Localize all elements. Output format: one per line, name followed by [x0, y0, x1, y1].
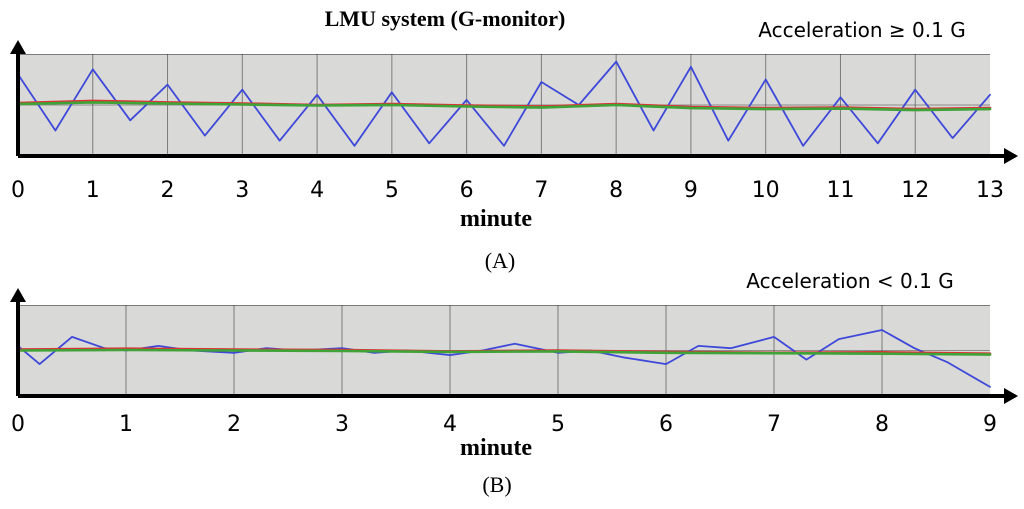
panel-a-x-axis-arrowhead — [1004, 148, 1018, 164]
panel-b-x-tick-label-1: 1 — [119, 412, 133, 437]
panel-b-x-tick-label-4: 4 — [443, 412, 457, 437]
panel-a-label: (A) — [485, 248, 516, 273]
panel-a-x-tick-label-3: 3 — [235, 178, 249, 203]
panel-b-annotation: Acceleration < 0.1 G — [746, 269, 953, 293]
panel-a-series-line-2 — [16, 101, 992, 112]
panel-b-x-tick-label-0: 0 — [11, 412, 25, 437]
panel-a-x-tick-label-0: 0 — [11, 178, 25, 203]
panel-b-x-tick-label-6: 6 — [659, 412, 673, 437]
panel-a-chart: 0 1 2 3 4 5 6 7 8 9 10 11 12 13 — [10, 40, 1018, 203]
panel-a-x-tick-label-5: 5 — [385, 178, 399, 203]
panel-b-x-axis-label: minute — [460, 435, 532, 461]
panel-a-x-tick-label-8: 8 — [609, 178, 623, 203]
panel-a-y-axis-arrowhead — [10, 40, 26, 54]
panel-a-x-tick-label-4: 4 — [310, 178, 324, 203]
panel-b-x-tick-label-3: 3 — [335, 412, 349, 437]
panel-b-x-tick-label-8: 8 — [875, 412, 889, 437]
panel-a-x-axis-label: minute — [460, 206, 532, 232]
panel-b-y-axis-arrowhead — [10, 288, 26, 302]
panel-b-x-axis-arrowhead — [1004, 388, 1018, 404]
panel-a-x-tick-label-2: 2 — [161, 178, 175, 203]
panel-a-x-tick-label-9: 9 — [684, 178, 698, 203]
panel-a-x-tick-label-1: 1 — [86, 178, 100, 203]
panel-a-x-tick-label-11: 11 — [826, 178, 854, 203]
figure-title: LMU system (G-monitor) — [325, 6, 566, 31]
panel-a-x-tick-label-6: 6 — [460, 178, 474, 203]
panel-b-label: (B) — [482, 472, 511, 497]
panel-b-x-tick-label-2: 2 — [227, 412, 241, 437]
panel-b-x-tick-label-5: 5 — [551, 412, 565, 437]
panel-b-x-tick-label-9: 9 — [983, 412, 997, 437]
panel-a-annotation: Acceleration ≥ 0.1 G — [758, 18, 965, 42]
panel-b-series-line-2 — [16, 348, 992, 356]
panel-a-x-tick-label-7: 7 — [534, 178, 548, 203]
panel-b-chart: 0 1 2 3 4 5 6 7 8 9 — [10, 288, 1018, 437]
panel-a-x-tick-label-12: 12 — [901, 178, 929, 203]
panel-b-x-tick-label-7: 7 — [767, 412, 781, 437]
panel-a-x-tick-label-10: 10 — [752, 178, 780, 203]
panel-a-x-tick-label-13: 13 — [976, 178, 1004, 203]
